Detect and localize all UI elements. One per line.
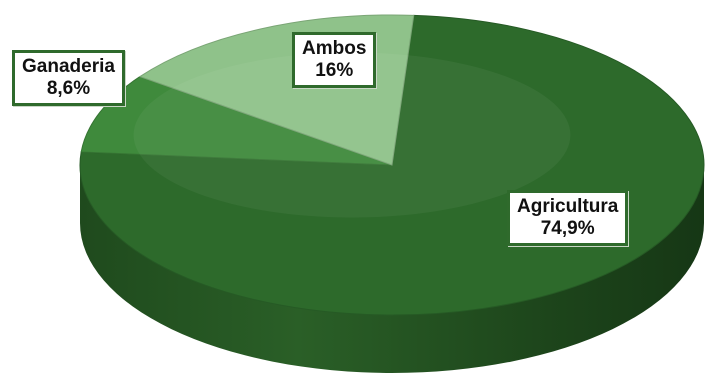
slice-label-agricultura-name: Agricultura	[517, 196, 619, 217]
slice-label-ambos-value: 16%	[315, 60, 354, 81]
slice-label-ambos: Ambos 16%	[292, 32, 377, 88]
slice-label-agricultura: Agricultura 74,9%	[507, 190, 629, 246]
pie-highlight	[133, 52, 571, 218]
pie-side-wall	[80, 165, 704, 373]
slice-label-ganaderia-value: 8,6%	[46, 78, 91, 99]
slice-label-ambos-name: Ambos	[302, 38, 367, 59]
slice-label-ganaderia: Ganaderia 8,6%	[12, 50, 125, 106]
pie-slice-ganaderia	[80, 76, 393, 166]
slice-label-ganaderia-name: Ganaderia	[22, 56, 115, 77]
slice-label-agricultura-value: 74,9%	[540, 218, 595, 239]
